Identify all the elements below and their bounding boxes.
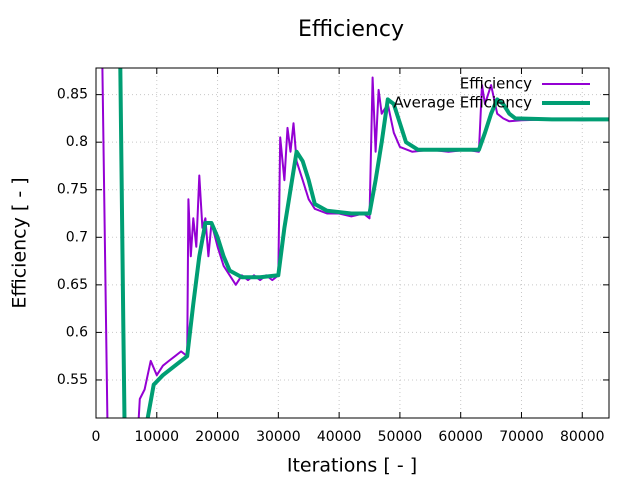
legend-label: Average Efficiency — [393, 94, 532, 112]
legend-label: Efficiency — [460, 75, 532, 93]
x-tick-label: 30000 — [256, 429, 301, 445]
x-tick-label: 80000 — [560, 429, 605, 445]
x-tick-label: 50000 — [378, 429, 423, 445]
x-tick-label: 20000 — [195, 429, 240, 445]
y-axis-label: Efficiency [ - ] — [9, 177, 31, 308]
x-tick-label: 60000 — [438, 429, 483, 445]
x-tick-label: 0 — [92, 429, 101, 445]
data-line — [118, 68, 609, 418]
plot-frame — [95, 67, 610, 419]
x-tick-label: 10000 — [135, 429, 180, 445]
x-axis-label: Iterations [ - ] — [287, 455, 417, 477]
y-tick-label: 0.85 — [57, 87, 88, 103]
y-tick-label: 0.65 — [57, 277, 88, 293]
y-tick-label: 0.55 — [57, 372, 88, 388]
chart-title: Efficiency — [298, 17, 404, 42]
y-tick-label: 0.8 — [66, 134, 88, 150]
y-tick-label: 0.7 — [66, 229, 88, 245]
x-tick-label: 70000 — [499, 429, 544, 445]
y-tick-label: 0.6 — [66, 324, 88, 340]
y-tick-label: 0.75 — [57, 182, 88, 198]
x-tick-label: 40000 — [317, 429, 362, 445]
